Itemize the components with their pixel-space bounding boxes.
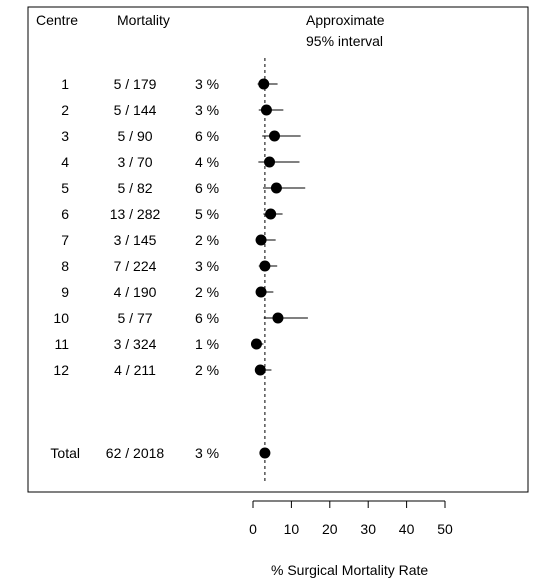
centre-label: 4 bbox=[61, 154, 69, 170]
mortality-rate: 6 % bbox=[195, 180, 219, 196]
rate-point bbox=[260, 104, 272, 116]
x-tick-label: 20 bbox=[322, 521, 338, 537]
mortality-count: 5 / 90 bbox=[117, 128, 152, 144]
centre-label: 8 bbox=[61, 258, 69, 274]
rows-group: 1 5 / 179 3 % 2 5 / 144 3 % 3 5 / 90 6 % 4 3 / 70 4… bbox=[53, 76, 308, 378]
x-tick-label: 40 bbox=[399, 521, 415, 537]
total-row: Total 62 / 2018 3 % bbox=[50, 445, 271, 461]
rate-point bbox=[259, 260, 271, 272]
x-tick-label: 0 bbox=[249, 521, 257, 537]
mortality-rate: 2 % bbox=[195, 362, 219, 378]
mortality-count: 3 / 324 bbox=[114, 336, 157, 352]
centre-label: 2 bbox=[61, 102, 69, 118]
rate-point bbox=[258, 78, 270, 90]
x-tick-label: 50 bbox=[437, 521, 453, 537]
plot-frame bbox=[27, 6, 529, 493]
mortality-count: 4 / 211 bbox=[114, 362, 156, 378]
centre-label: 7 bbox=[61, 232, 69, 248]
mortality-rate: 6 % bbox=[195, 310, 219, 326]
total-point bbox=[259, 447, 271, 459]
centre-label: 3 bbox=[61, 128, 69, 144]
rate-point bbox=[255, 234, 267, 246]
mortality-rate: 4 % bbox=[195, 154, 219, 170]
mortality-count: 5 / 144 bbox=[114, 102, 157, 118]
mortality-count: 7 / 224 bbox=[114, 258, 157, 274]
rate-point bbox=[270, 182, 282, 194]
mortality-count: 5 / 82 bbox=[117, 180, 152, 196]
rate-point bbox=[264, 156, 276, 168]
mortality-count: 13 / 282 bbox=[110, 206, 161, 222]
rate-point bbox=[254, 364, 266, 376]
total-label: Total bbox=[50, 445, 80, 461]
mortality-rate: 1 % bbox=[195, 336, 219, 352]
x-axis: 0 10 20 30 40 50 bbox=[249, 500, 453, 537]
mortality-rate: 5 % bbox=[195, 206, 219, 222]
x-tick-label: 30 bbox=[360, 521, 376, 537]
mortality-rate: 3 % bbox=[195, 102, 219, 118]
mortality-rate: 6 % bbox=[195, 128, 219, 144]
mortality-rate: 3 % bbox=[195, 76, 219, 92]
x-tick-label: 10 bbox=[284, 521, 300, 537]
header-interval-line2: 95% interval bbox=[306, 33, 383, 49]
centre-label: 6 bbox=[61, 206, 69, 222]
mortality-count: 4 / 190 bbox=[114, 284, 157, 300]
header-mortality: Mortality bbox=[117, 12, 170, 28]
centre-label: 11 bbox=[54, 336, 69, 352]
mortality-count: 3 / 70 bbox=[117, 154, 152, 170]
header-centre: Centre bbox=[36, 12, 78, 28]
centre-label: 9 bbox=[61, 284, 69, 300]
rate-point bbox=[265, 208, 277, 220]
x-axis-label: % Surgical Mortality Rate bbox=[271, 562, 428, 578]
centre-label: 10 bbox=[53, 310, 69, 326]
mortality-rate: 2 % bbox=[195, 284, 219, 300]
rate-point bbox=[272, 312, 284, 324]
mortality-count: 5 / 179 bbox=[114, 76, 157, 92]
rate-point bbox=[255, 286, 267, 298]
mortality-rate: 2 % bbox=[195, 232, 219, 248]
total-rate: 3 % bbox=[195, 445, 219, 461]
centre-label: 5 bbox=[61, 180, 69, 196]
mortality-count: 5 / 77 bbox=[117, 310, 152, 326]
mortality-count: 3 / 145 bbox=[114, 232, 157, 248]
mortality-rate: 3 % bbox=[195, 258, 219, 274]
centre-label: 12 bbox=[53, 362, 69, 378]
rate-point bbox=[250, 338, 262, 350]
rate-point bbox=[269, 130, 281, 142]
centre-label: 1 bbox=[61, 76, 69, 92]
header-interval-line1: Approximate bbox=[306, 12, 385, 28]
total-count: 62 / 2018 bbox=[106, 445, 165, 461]
